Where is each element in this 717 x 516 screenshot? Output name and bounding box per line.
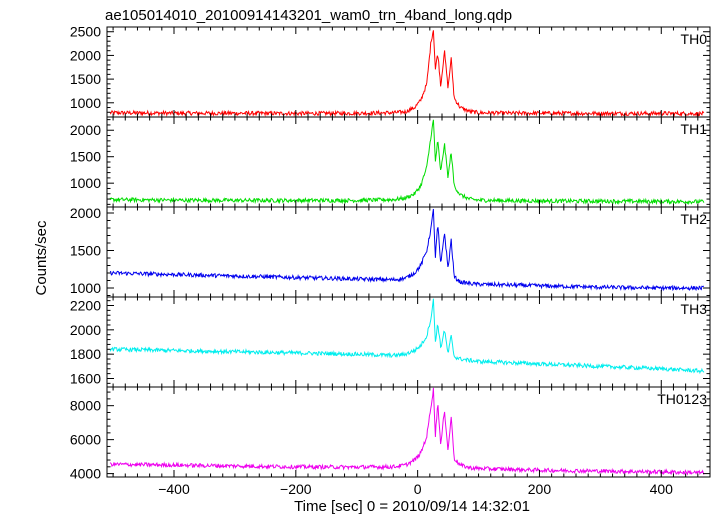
- x-tick-label: −200: [280, 481, 312, 497]
- y-tick-label: 1000: [70, 175, 101, 191]
- y-tick-label: 2200: [70, 298, 101, 314]
- panel-frame-th0: [106, 26, 711, 118]
- y-tick-label: 2000: [70, 47, 101, 63]
- series-line-th3: [109, 298, 705, 375]
- y-tick-label: 1500: [70, 71, 101, 87]
- x-tick-label: 0: [414, 481, 422, 497]
- y-tick-label: 1000: [70, 280, 101, 296]
- x-tick-label: 200: [528, 481, 552, 497]
- x-tick-label: −400: [158, 481, 190, 497]
- y-tick-label: 2000: [70, 122, 101, 138]
- x-axis-label: Time [sec] 0 = 2010/09/14 14:32:01: [294, 498, 530, 515]
- y-tick-label: 2000: [70, 322, 101, 338]
- y-tick-label: 1000: [70, 95, 101, 111]
- panel-frame-th0123: [106, 386, 711, 478]
- panel-frame-th1: [106, 116, 711, 208]
- y-axis-label: Counts/sec: [33, 220, 50, 296]
- panel-label-th2: TH2: [681, 211, 708, 227]
- panel-frame-th3: [106, 296, 711, 388]
- panel-label-th0123: TH0123: [657, 391, 707, 407]
- y-tick-label: 1800: [70, 346, 101, 362]
- y-tick-label: 6000: [70, 432, 101, 448]
- x-tick-label: 400: [650, 481, 674, 497]
- series-line-th0123: [109, 387, 705, 476]
- y-tick-label: 8000: [70, 398, 101, 414]
- y-tick-label: 1600: [70, 370, 101, 386]
- y-tick-label: 4000: [70, 466, 101, 482]
- panel-frame-th2: [106, 206, 711, 298]
- chart-title: ae105014010_20100914143201_wam0_trn_4ban…: [105, 7, 512, 24]
- y-tick-label: 2000: [70, 205, 101, 221]
- y-tick-label: 1500: [70, 149, 101, 165]
- panel-label-th0: TH0: [681, 31, 708, 47]
- series-line-th0: [109, 30, 705, 118]
- panel-label-th3: TH3: [681, 301, 708, 317]
- y-tick-label: 1500: [70, 243, 101, 259]
- series-line-th1: [109, 119, 705, 206]
- series-line-th2: [109, 208, 705, 292]
- panel-label-th1: TH1: [681, 121, 708, 137]
- y-tick-label: 2500: [70, 24, 101, 40]
